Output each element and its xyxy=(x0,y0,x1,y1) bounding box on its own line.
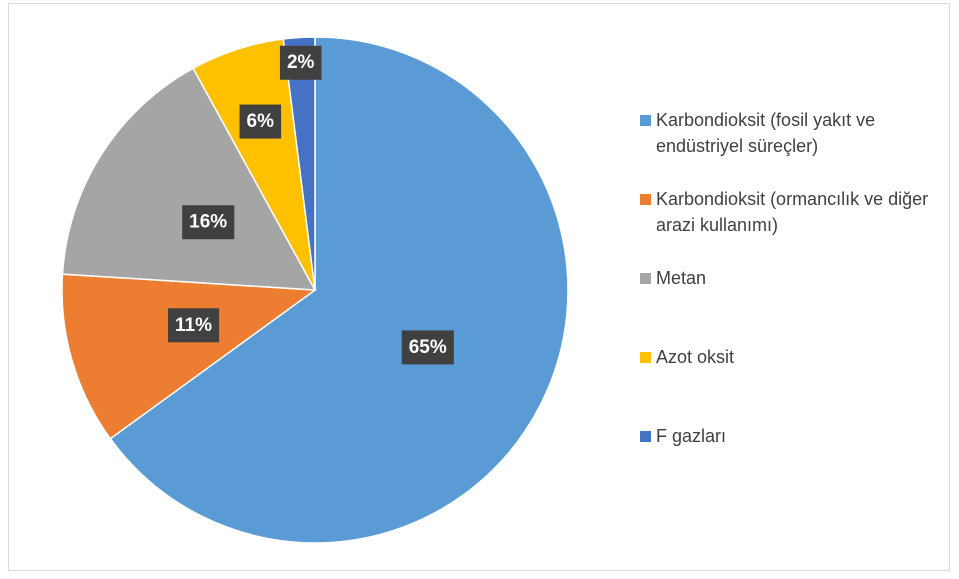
data-label-box xyxy=(168,308,220,343)
chart-frame xyxy=(8,3,950,571)
pie-slice xyxy=(282,36,316,291)
legend-item: Azot oksit xyxy=(640,344,930,370)
legend-item: F gazları xyxy=(640,423,930,449)
data-label: 2% xyxy=(287,52,315,73)
legend-swatch xyxy=(640,273,651,284)
legend-swatch xyxy=(640,352,651,363)
data-label-box xyxy=(182,205,235,240)
legend-item: Karbondioksit (ormancılık ve diğer arazi… xyxy=(640,186,930,238)
data-label: 11% xyxy=(175,315,212,336)
pie-slice xyxy=(61,273,318,440)
legend-label: Metan xyxy=(656,268,707,288)
pie-slice xyxy=(109,36,569,544)
legend-item: Metan xyxy=(640,265,930,291)
data-label-box xyxy=(239,104,282,139)
legend-label: F gazları xyxy=(656,426,727,446)
legend-swatch xyxy=(640,431,651,442)
data-label: 16% xyxy=(189,212,227,233)
data-label-box xyxy=(401,330,454,365)
legend-label: Karbondioksit (fosil yakıt ve endüstriye… xyxy=(656,110,876,156)
data-label-box xyxy=(279,45,322,80)
pie-slice xyxy=(61,67,317,291)
legend-label: Karbondioksit (ormancılık ve diğer arazi… xyxy=(656,189,929,235)
legend-swatch xyxy=(640,194,651,205)
legend-swatch xyxy=(640,115,651,126)
data-label: 6% xyxy=(247,111,275,132)
data-label: 65% xyxy=(409,337,447,358)
legend-label: Azot oksit xyxy=(656,347,735,367)
legend-item: Karbondioksit (fosil yakıt ve endüstriye… xyxy=(640,107,930,159)
